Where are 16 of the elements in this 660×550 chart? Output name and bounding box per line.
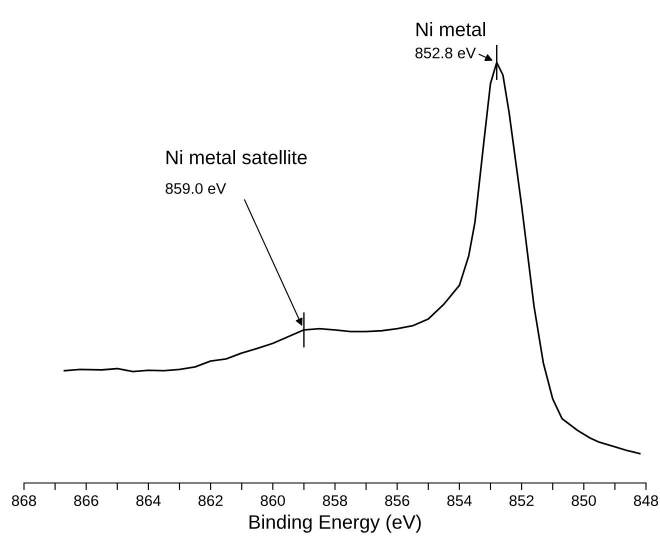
x-tick-label: 850 xyxy=(572,495,596,506)
text: Ni metal xyxy=(416,22,486,36)
x-tick-label: 852 xyxy=(510,495,534,506)
x-tick-label: 866 xyxy=(74,495,98,506)
x-tick-label: 860 xyxy=(260,495,285,506)
x-tick-label: 864 xyxy=(136,495,161,506)
x-tick-label: 868 xyxy=(12,495,36,506)
x-tick-label: 862 xyxy=(198,495,223,506)
x-tick-label: 854 xyxy=(447,495,472,506)
annotation: 852.8 eV xyxy=(415,48,476,58)
annotation: 859.0 eV xyxy=(166,183,226,194)
x-tick-label: 848 xyxy=(634,495,658,506)
annotation: Ni metal satellite xyxy=(166,150,307,164)
x-tick-label: 858 xyxy=(322,495,348,506)
x-axis-title: Binding Energy (eV) xyxy=(250,514,421,533)
x-tick-label: 856 xyxy=(385,495,410,506)
